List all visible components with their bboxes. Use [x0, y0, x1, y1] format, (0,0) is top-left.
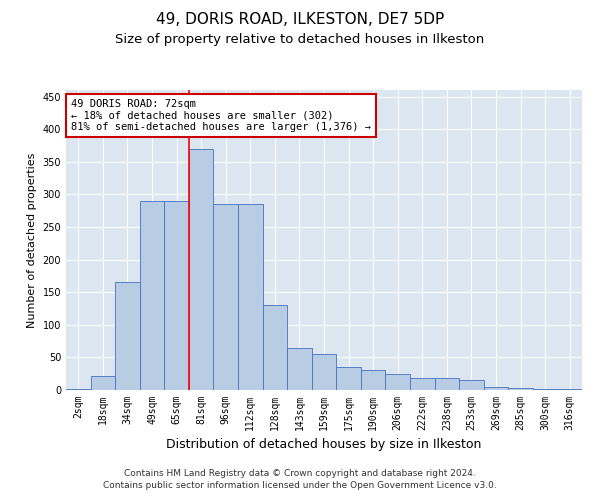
Bar — [434, 378, 459, 390]
Y-axis label: Number of detached properties: Number of detached properties — [27, 152, 37, 328]
Bar — [189, 148, 214, 390]
Bar — [508, 388, 533, 390]
Bar — [410, 378, 434, 390]
Bar — [214, 204, 238, 390]
Bar — [287, 348, 312, 390]
Text: 49 DORIS ROAD: 72sqm
← 18% of detached houses are smaller (302)
81% of semi-deta: 49 DORIS ROAD: 72sqm ← 18% of detached h… — [71, 99, 371, 132]
Bar — [91, 376, 115, 390]
Bar — [164, 201, 189, 390]
X-axis label: Distribution of detached houses by size in Ilkeston: Distribution of detached houses by size … — [166, 438, 482, 452]
Text: 49, DORIS ROAD, ILKESTON, DE7 5DP: 49, DORIS ROAD, ILKESTON, DE7 5DP — [156, 12, 444, 28]
Bar — [385, 374, 410, 390]
Bar — [484, 386, 508, 390]
Bar — [115, 282, 140, 390]
Bar — [533, 388, 557, 390]
Bar — [361, 370, 385, 390]
Bar — [312, 354, 336, 390]
Text: Contains HM Land Registry data © Crown copyright and database right 2024.: Contains HM Land Registry data © Crown c… — [124, 468, 476, 477]
Bar — [140, 201, 164, 390]
Bar — [238, 204, 263, 390]
Bar — [263, 305, 287, 390]
Bar — [336, 367, 361, 390]
Text: Size of property relative to detached houses in Ilkeston: Size of property relative to detached ho… — [115, 32, 485, 46]
Bar — [459, 380, 484, 390]
Text: Contains public sector information licensed under the Open Government Licence v3: Contains public sector information licen… — [103, 481, 497, 490]
